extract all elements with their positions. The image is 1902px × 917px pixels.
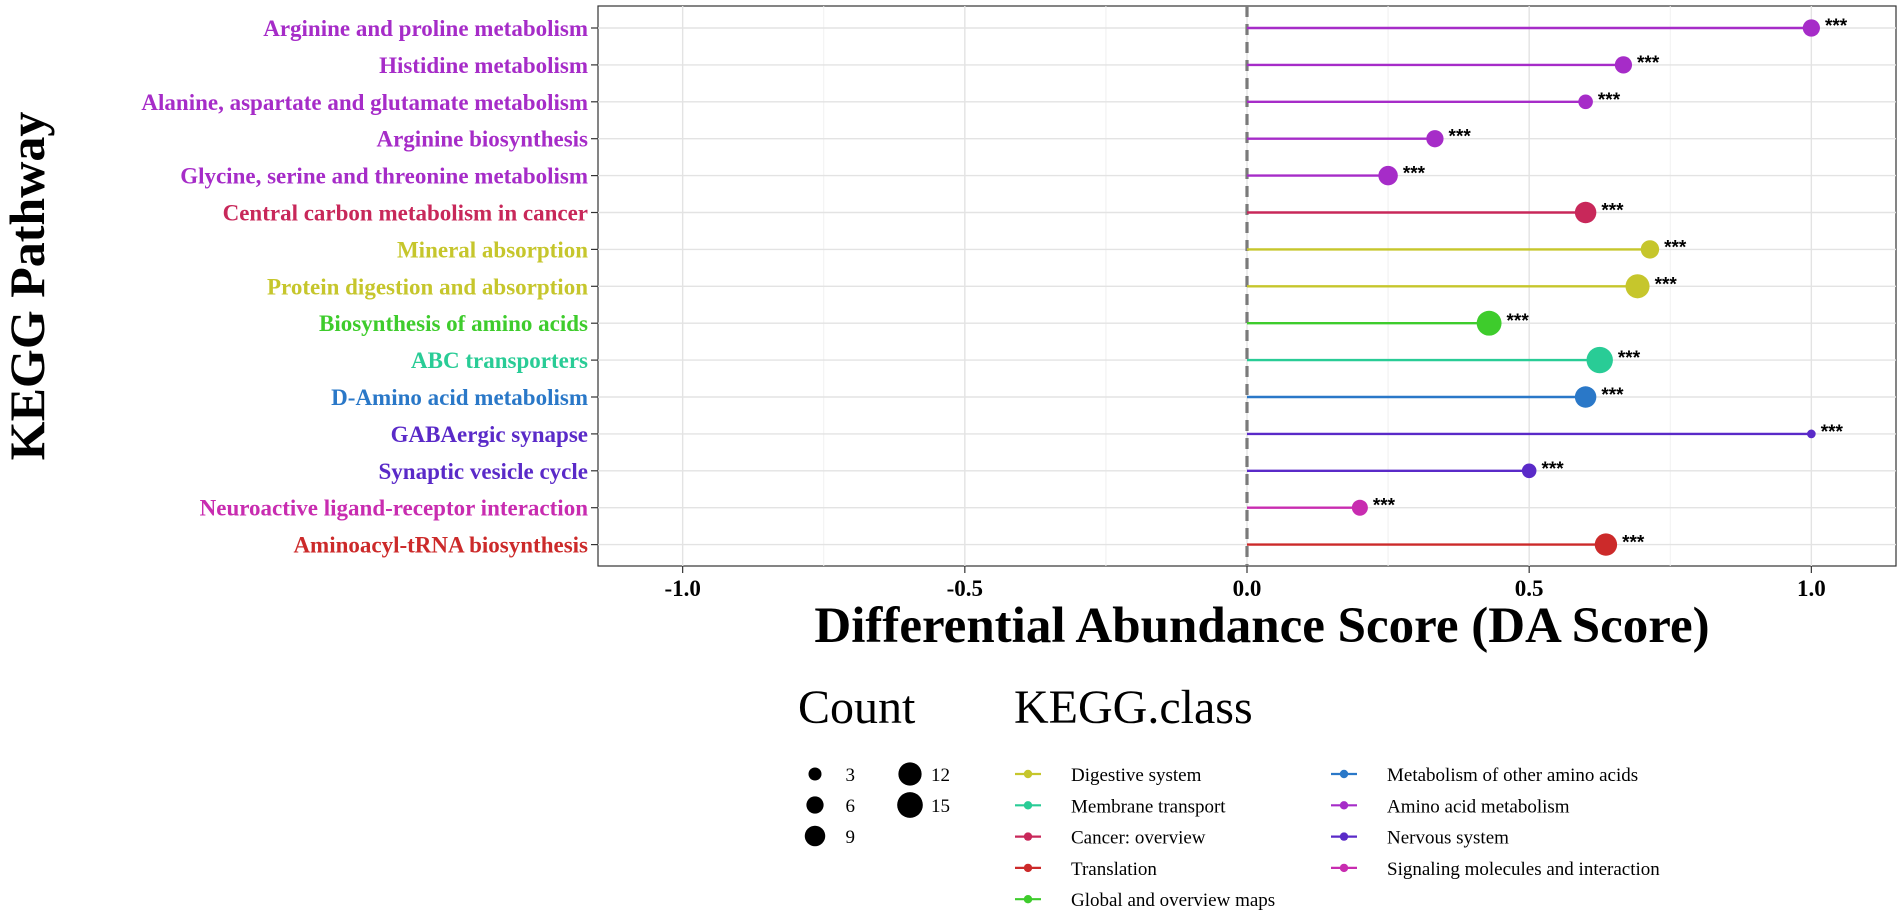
lollipop-point [1586,346,1613,374]
significance-label: *** [1821,422,1844,443]
pathway-label: D-Amino acid metabolism [331,385,588,410]
lollipop-point [1625,274,1650,299]
pathway-labels: Arginine and proline metabolism Histidine… [141,16,598,558]
count-legend-label: 9 [846,827,856,848]
pathway-label: Central carbon metabolism in cancer [223,201,588,226]
significance-label: *** [1622,533,1645,554]
lollipop-point [1476,310,1502,336]
pathway-label: Arginine and proline metabolism [263,16,588,41]
lollipop-point [1574,201,1597,224]
lollipop-point [1614,56,1633,74]
class-legend-key-point [1023,895,1033,904]
significance-label: *** [1618,348,1641,369]
lollipop-point [1806,429,1816,439]
significance-label: *** [1601,385,1624,406]
count-legend-title: Count [798,681,916,734]
count-legend-key [806,796,824,814]
x-tick-label: -1.0 [664,576,700,601]
pathway-label: Protein digestion and absorption [267,274,588,299]
class-legend-key-point [1023,832,1033,841]
pathway-label: Glycine, serine and threonine metabolism [180,164,588,189]
class-legend-key-point [1023,801,1033,810]
class-legend-key-point [1023,863,1033,873]
pathway-label: Arginine biosynthesis [376,127,588,152]
lollipop-point [1351,499,1368,516]
class-legend-title: KEGG.class [1014,681,1253,734]
class-legend-label: Amino acid metabolism [1387,796,1570,817]
count-legend-label: 12 [931,765,950,786]
class-legend: KEGG.class Digestive system Membrane tran… [1014,681,1660,911]
y-axis-title: KEGG Pathway [0,112,55,461]
pathway-label: Biosynthesis of amino acids [319,311,588,336]
class-legend-label: Membrane transport [1071,796,1226,817]
class-legend-label: Metabolism of other amino acids [1387,765,1638,786]
count-legend-label: 15 [931,796,950,817]
significance-label: *** [1373,496,1396,517]
class-legend-label: Translation [1071,859,1157,880]
pathway-label: GABAergic synapse [391,422,588,447]
significance-label: *** [1403,164,1426,185]
count-legend-key [898,762,922,786]
class-legend-key-point [1339,801,1349,810]
significance-label: *** [1449,127,1472,148]
x-axis-ticks: -1.0 -0.5 0.0 0.5 1.0 [664,566,1826,601]
class-legend-label: Digestive system [1071,765,1202,786]
pathway-label: Alanine, aspartate and glutamate metabol… [141,90,588,115]
significance-label: *** [1664,237,1687,258]
class-legend-label: Cancer: overview [1071,828,1206,849]
significance-label: *** [1825,16,1848,37]
class-legend-label: Signaling molecules and interaction [1387,859,1660,880]
x-axis-title: Differential Abundance Score (DA Score) [814,598,1709,654]
significance-label: *** [1507,311,1530,332]
lollipop-point [1640,240,1660,259]
significance-label: *** [1598,90,1621,111]
count-legend: Count 3 6 9 12 15 [798,681,950,848]
pathway-label: Synaptic vesicle cycle [378,459,588,484]
x-tick-label: 0.5 [1515,576,1544,601]
x-tick-label: 0.0 [1233,576,1262,601]
lollipop-point [1578,94,1593,110]
pathway-label: Aminoacyl-tRNA biosynthesis [293,533,588,558]
class-legend-key-point [1023,769,1033,779]
significance-labels: *** *** *** *** *** *** *** *** *** *** *** *** *** *… [1373,16,1848,554]
lollipop-point [1521,463,1537,479]
lollipop-point [1378,165,1398,186]
significance-label: *** [1655,274,1678,295]
lollipop-lines [1247,26,1812,546]
count-legend-key [808,767,822,781]
class-legend-label: Nervous system [1387,828,1509,849]
lollipop-point [1802,19,1820,37]
x-tick-label: -0.5 [947,576,983,601]
x-tick-label: 1.0 [1797,576,1826,601]
class-legend-key-point [1339,769,1349,779]
lollipop-point [1594,533,1618,556]
class-legend-key-point [1339,832,1349,841]
class-legend-label: Global and overview maps [1071,890,1275,911]
lollipop-points [1351,19,1820,556]
pathway-label: ABC transporters [411,348,588,373]
pathway-label: Mineral absorption [397,237,588,262]
lollipop-point [1426,130,1444,148]
count-legend-key [897,792,923,818]
lollipop-point [1574,386,1597,408]
significance-label: *** [1541,459,1564,480]
count-legend-label: 3 [846,765,856,786]
significance-label: *** [1637,53,1660,74]
pathway-label: Neuroactive ligand-receptor interaction [200,496,589,521]
class-legend-key-point [1339,863,1349,873]
count-legend-key [804,825,826,847]
pathway-label: Histidine metabolism [379,53,588,78]
significance-label: *** [1601,201,1624,222]
count-legend-label: 6 [846,796,856,817]
